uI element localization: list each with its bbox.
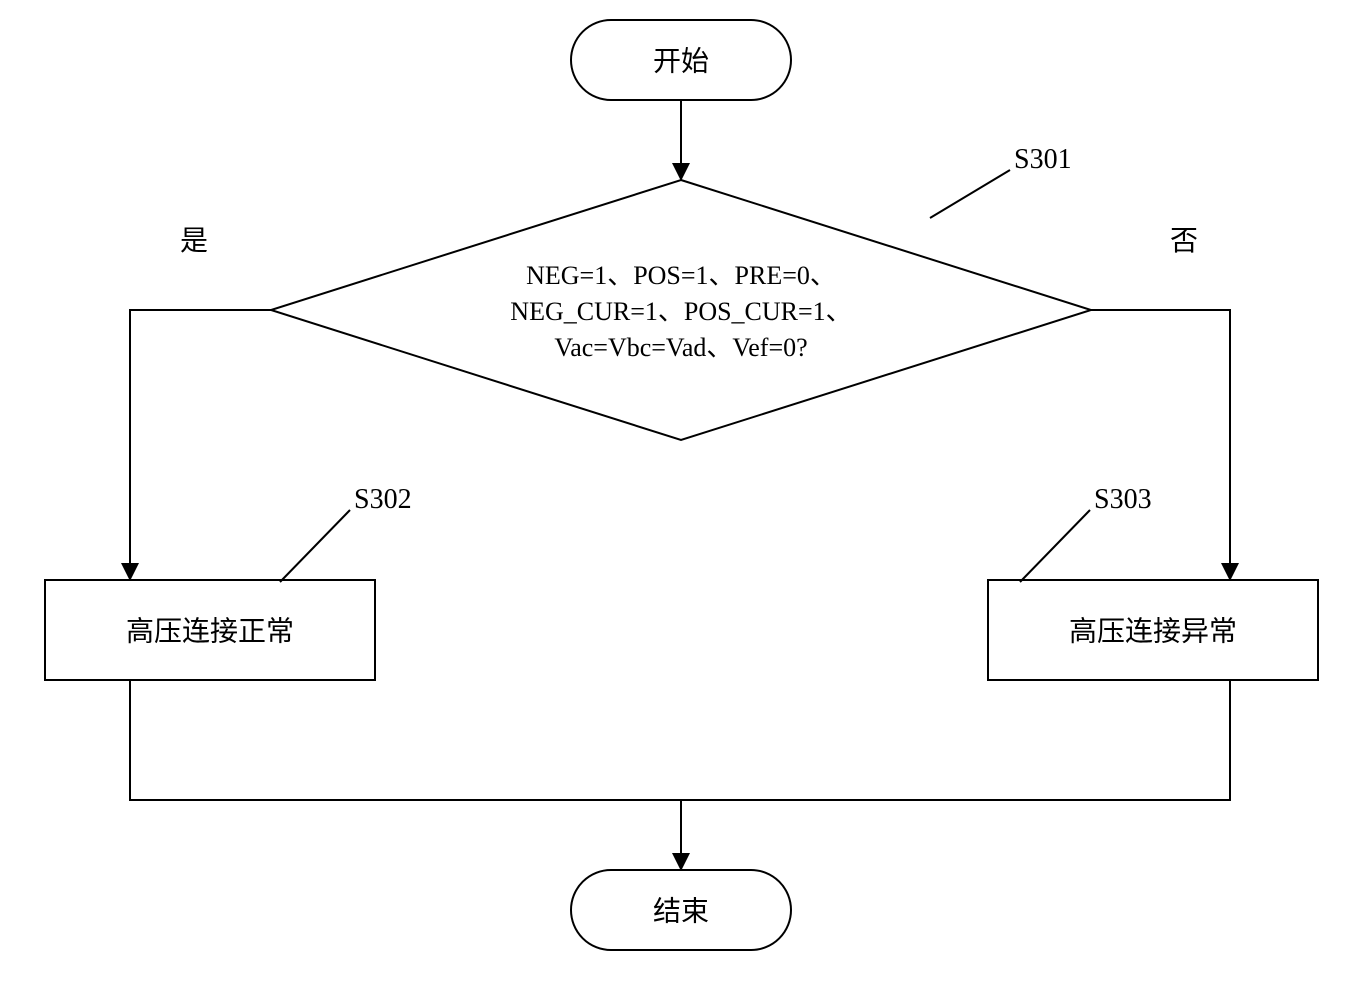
- s301-label: S301: [1014, 144, 1072, 175]
- decision-line-3: Vac=Vbc=Vad、Vef=0?: [554, 333, 807, 362]
- decision-line-2: NEG_CUR=1、POS_CUR=1、: [510, 297, 851, 326]
- start-label: 开始: [653, 45, 709, 77]
- s303-label: S303: [1094, 484, 1152, 515]
- edge-ok-join: [130, 680, 681, 800]
- end-label: 结束: [653, 895, 709, 927]
- ok-label: 高压连接正常: [126, 615, 294, 647]
- bad-label: 高压连接异常: [1069, 615, 1237, 647]
- branch-no-label: 否: [1170, 226, 1198, 257]
- decision-line-1: NEG=1、POS=1、PRE=0、: [526, 261, 836, 290]
- edge-decision-ok: [130, 310, 271, 578]
- s302-label: S302: [354, 484, 412, 515]
- edge-bad-join: [681, 680, 1230, 800]
- s302-leader: [280, 510, 350, 582]
- s303-leader: [1020, 510, 1090, 582]
- edge-decision-bad: [1091, 310, 1230, 578]
- s301-leader: [930, 170, 1010, 218]
- branch-yes-label: 是: [180, 226, 208, 257]
